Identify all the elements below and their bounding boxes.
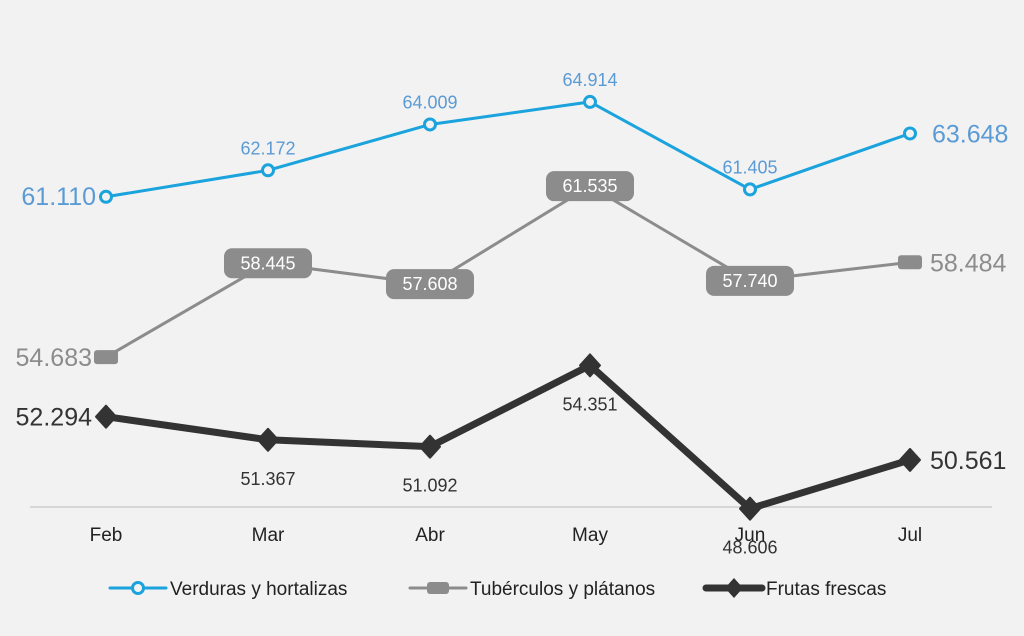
data-point bbox=[579, 353, 601, 378]
data-label: 54.683 bbox=[16, 344, 92, 372]
legend-label: Tubérculos y plátanos bbox=[470, 579, 655, 600]
data-point bbox=[95, 404, 117, 429]
legend-label: Frutas frescas bbox=[766, 579, 886, 600]
data-label: 61.535 bbox=[562, 176, 617, 196]
data-label: 51.367 bbox=[240, 469, 295, 489]
legend-item-frutas-frescas: Frutas frescas bbox=[702, 578, 886, 600]
series-layer: 61.110 62.172 64.009 64.914 61.405 63.648 54.6… bbox=[16, 70, 1009, 558]
data-point bbox=[94, 350, 118, 365]
series-verduras-y-hortalizas: 61.110 62.172 64.009 64.914 61.405 63.648 bbox=[21, 70, 1008, 211]
data-label-box bbox=[546, 171, 634, 202]
data-label: 63.648 bbox=[932, 120, 1008, 148]
data-label: 62.172 bbox=[240, 138, 295, 158]
legend-item-verduras-y-hortalizas: Verduras y hortalizas bbox=[108, 579, 347, 600]
x-tick-label: Abr bbox=[415, 525, 445, 546]
data-point bbox=[423, 117, 437, 132]
data-label: 48.606 bbox=[722, 538, 777, 558]
data-point bbox=[583, 94, 597, 109]
data-point bbox=[903, 126, 917, 141]
data-point bbox=[99, 189, 113, 204]
legend: Verduras y hortalizas Tubérculos y plátan… bbox=[108, 578, 886, 600]
data-label: 54.351 bbox=[562, 394, 617, 414]
x-tick-label: Mar bbox=[252, 525, 285, 546]
data-label-box bbox=[706, 265, 794, 296]
x-tick-labels: Feb Mar Abr May Jun Jul bbox=[90, 525, 923, 546]
data-label: 64.009 bbox=[402, 92, 457, 112]
data-label: 58.445 bbox=[240, 253, 295, 273]
series-frutas-frescas: 52.294 51.367 51.092 54.351 48.606 50.561 bbox=[16, 353, 1006, 558]
x-tick-label: Jun bbox=[735, 525, 766, 546]
data-point bbox=[257, 427, 279, 452]
series-line bbox=[102, 361, 914, 513]
legend-marker bbox=[725, 578, 743, 598]
data-label: 51.092 bbox=[402, 476, 457, 496]
data-point bbox=[261, 163, 275, 178]
data-point bbox=[899, 447, 921, 472]
data-label-box bbox=[386, 269, 474, 300]
data-label-box bbox=[224, 248, 312, 279]
legend-marker bbox=[427, 582, 449, 594]
data-label: 57.608 bbox=[402, 274, 457, 294]
legend-marker bbox=[131, 581, 145, 595]
series-tuberculos-y-platanos: 54.683 58.445 57.608 61.535 57.740 58.484 bbox=[16, 171, 1007, 372]
legend-label: Verduras y hortalizas bbox=[170, 579, 347, 600]
data-label: 57.740 bbox=[722, 271, 777, 291]
legend-item-tuberculos-y-platanos: Tubérculos y plátanos bbox=[408, 579, 655, 600]
data-point bbox=[743, 182, 757, 197]
data-label: 61.405 bbox=[722, 157, 777, 177]
data-label: 64.914 bbox=[562, 70, 617, 90]
x-tick-label: Jul bbox=[898, 525, 922, 546]
data-label: 50.561 bbox=[930, 447, 1006, 475]
data-point bbox=[739, 496, 761, 521]
data-point bbox=[419, 434, 441, 459]
x-tick-label: May bbox=[572, 525, 608, 546]
data-label: 52.294 bbox=[16, 404, 93, 432]
data-label: 58.484 bbox=[930, 249, 1007, 277]
x-tick-label: Feb bbox=[90, 525, 123, 546]
data-label: 61.110 bbox=[21, 183, 96, 211]
series-line bbox=[104, 100, 912, 199]
data-point bbox=[898, 255, 922, 270]
